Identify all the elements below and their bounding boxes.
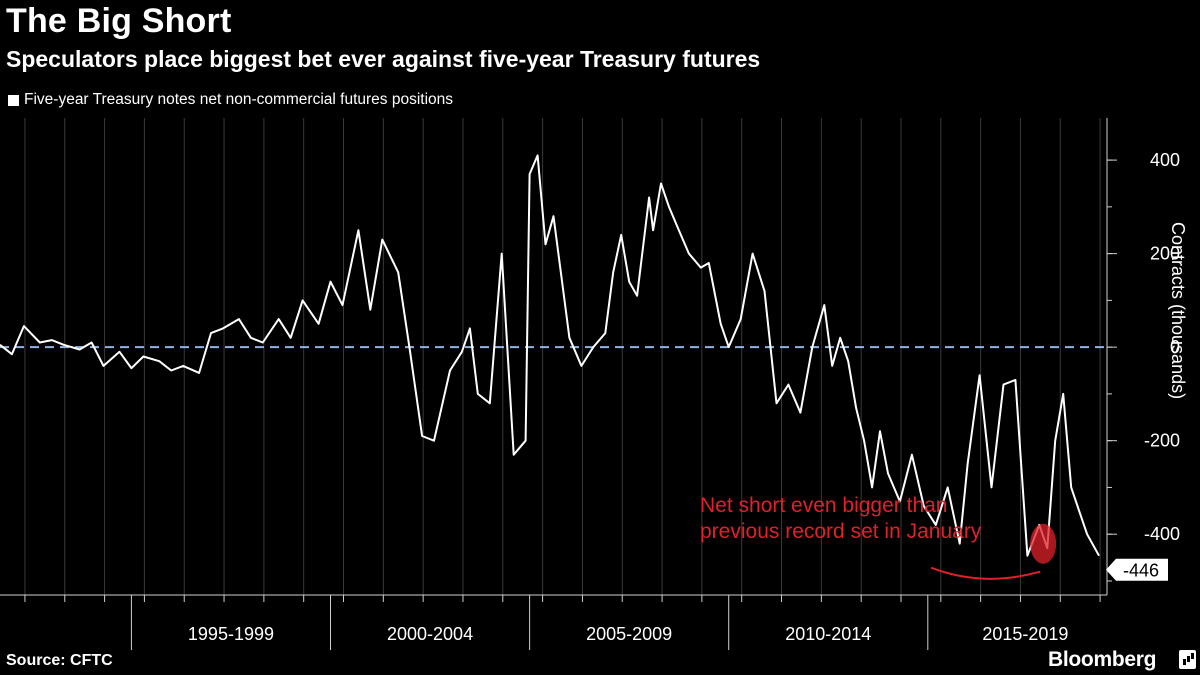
series-group — [0, 154, 1107, 557]
y-tick-label: 400 — [1150, 150, 1180, 170]
y-tick-label: -400 — [1144, 524, 1180, 544]
annotation-text: previous record set in January — [700, 520, 982, 543]
legend-label: Five-year Treasury notes net non-commerc… — [24, 91, 454, 108]
terminal-logo-icon — [1179, 650, 1196, 669]
legend-swatch — [8, 94, 19, 106]
highlight-marker — [1030, 523, 1057, 564]
value-tag — [1106, 558, 1168, 581]
chart-title: The Big Short — [6, 2, 232, 40]
y-axis-title: Contracts (thousands) — [1168, 222, 1188, 399]
gridlines — [24, 118, 1101, 595]
y-tick-label: 200 — [1150, 244, 1180, 264]
x-tick-label: 2000-2004 — [387, 624, 473, 644]
legend: Five-year Treasury notes net non-commerc… — [8, 91, 453, 109]
y-tick-label: -200 — [1144, 431, 1180, 451]
x-tick-label: 1995-1999 — [188, 624, 274, 644]
axes — [0, 118, 1117, 650]
chart-subtitle: Speculators place biggest bet ever again… — [6, 46, 761, 72]
x-tick-label: 2010-2014 — [785, 624, 871, 644]
brand-logo: Bloomberg — [1048, 648, 1157, 671]
annotation-text: Net short even bigger than — [700, 494, 948, 517]
value-tag-label: -446 — [1123, 561, 1159, 581]
annotation-connector — [930, 566, 1041, 580]
y-tick-label: 0 — [1170, 337, 1180, 357]
annotation-group: Net short even bigger than previous recor… — [700, 494, 1168, 581]
x-tick-label: 2005-2009 — [586, 624, 672, 644]
x-tick-label: 2015-2019 — [982, 624, 1068, 644]
series-line — [0, 154, 1100, 557]
source-note: Source: CFTC — [6, 652, 113, 669]
axis-labels: 400 200 0 -200 -400 Contracts (thousands) 1995… — [188, 150, 1188, 644]
